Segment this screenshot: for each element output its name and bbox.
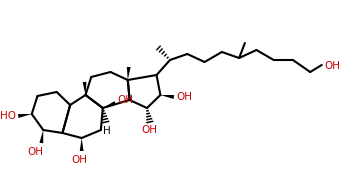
Text: OH: OH bbox=[177, 92, 193, 102]
Polygon shape bbox=[83, 82, 86, 95]
Polygon shape bbox=[40, 130, 43, 143]
Text: OH: OH bbox=[72, 155, 88, 165]
Text: OH: OH bbox=[28, 147, 44, 157]
Text: OH: OH bbox=[117, 95, 133, 105]
Polygon shape bbox=[127, 67, 131, 80]
Polygon shape bbox=[80, 138, 83, 151]
Polygon shape bbox=[160, 95, 174, 99]
Text: HO: HO bbox=[0, 111, 16, 121]
Text: H: H bbox=[103, 126, 110, 136]
Text: OH: OH bbox=[325, 61, 340, 71]
Text: OH: OH bbox=[141, 125, 157, 135]
Polygon shape bbox=[18, 114, 32, 118]
Polygon shape bbox=[103, 101, 116, 108]
